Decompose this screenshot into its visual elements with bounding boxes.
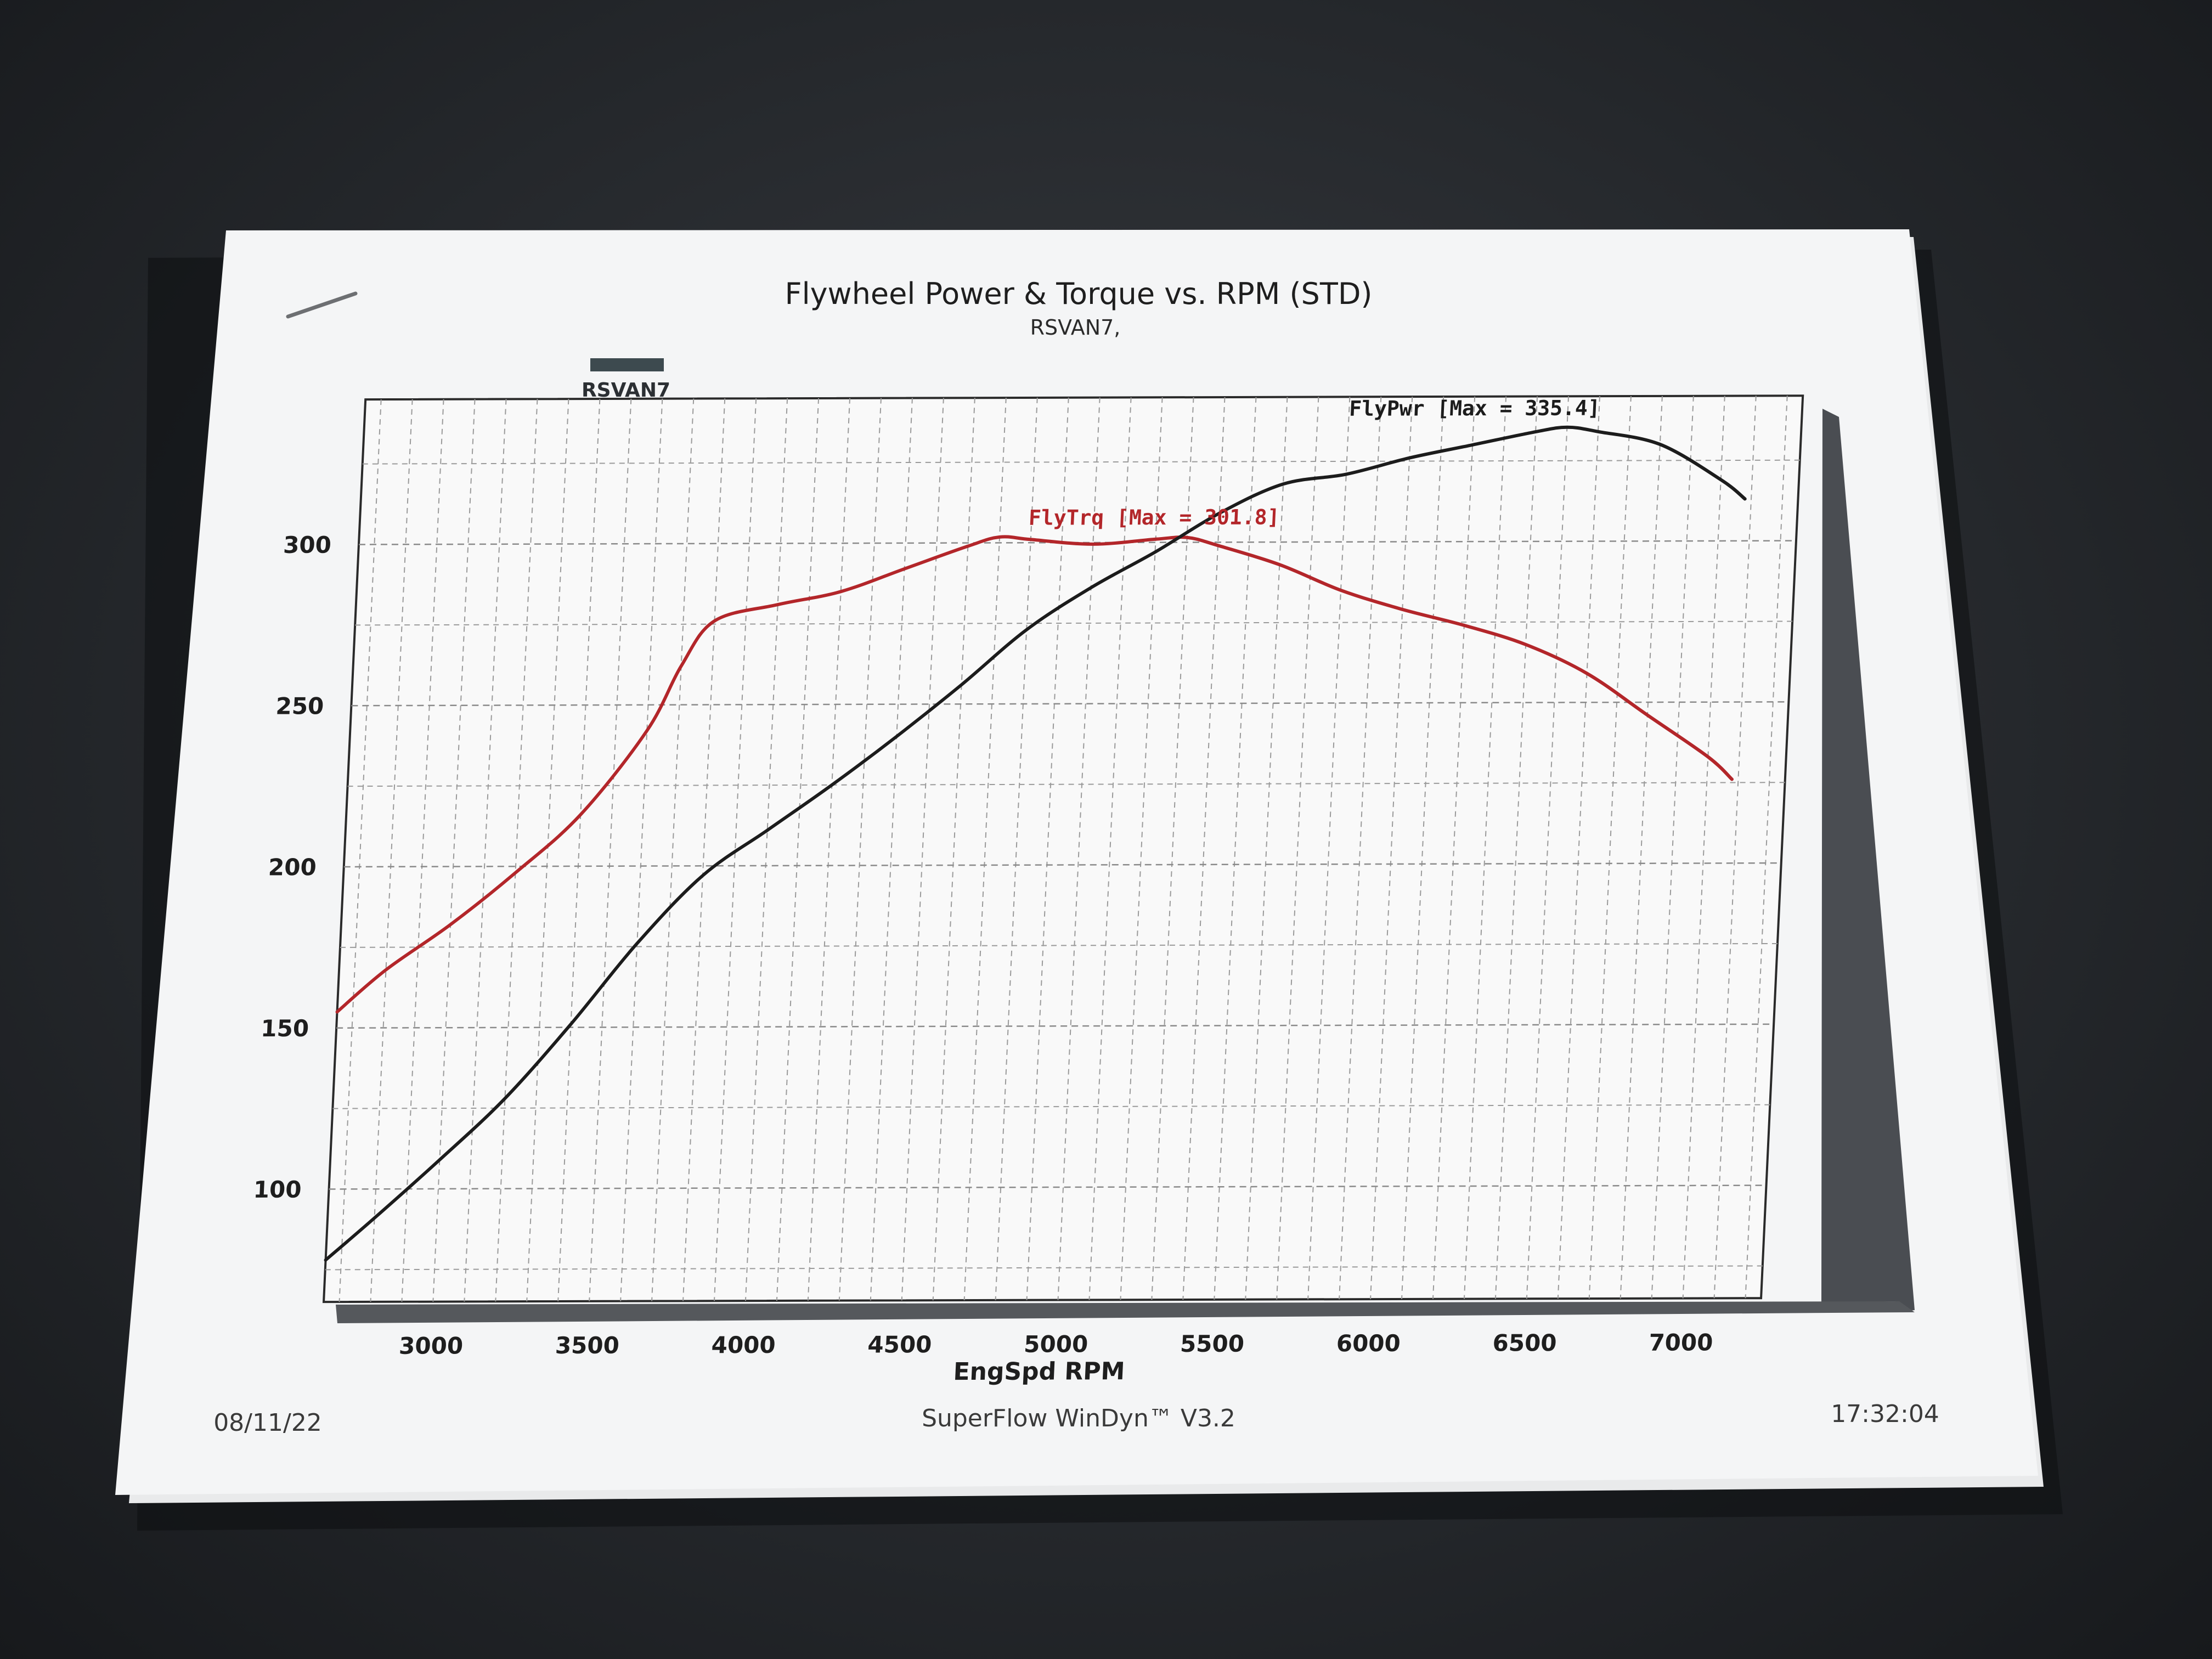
grid-line-vertical [776, 398, 820, 1301]
grid-line-vertical [651, 398, 695, 1301]
grid-line-vertical [963, 398, 1007, 1301]
x-tick-label: 6000 [1336, 1330, 1401, 1357]
pen-mark [286, 291, 358, 319]
grid-line-vertical [1214, 397, 1257, 1300]
grid-line-vertical [338, 399, 382, 1302]
grid-line-vertical [1463, 396, 1507, 1299]
grid-line-vertical [1588, 396, 1632, 1299]
x-tick-label: 5500 [1180, 1330, 1245, 1357]
grid-line-vertical [1370, 397, 1413, 1300]
grid-line-horizontal [336, 1023, 1774, 1029]
footer-software: SuperFlow WinDyn™ V3.2 [922, 1404, 1235, 1432]
grid-line-vertical [1026, 397, 1069, 1300]
grid-line-vertical [620, 398, 663, 1301]
grid-line-vertical [744, 398, 788, 1301]
grid-line-vertical [838, 398, 882, 1301]
chart-subtitle: RSVAN7, [1030, 315, 1121, 340]
grid-line-horizontal [340, 943, 1778, 948]
grid-line-vertical [901, 398, 944, 1301]
y-tick-label: 200 [268, 854, 317, 881]
grid-line-horizontal [332, 1104, 1770, 1109]
grid-line-vertical [1088, 397, 1132, 1300]
y-axis-ticks: 100 150 200 250 300 [253, 532, 332, 1203]
grid-line-horizontal [329, 1184, 1767, 1190]
grid-line-horizontal [362, 459, 1800, 465]
grid-line-vertical [1682, 396, 1725, 1299]
grid-line-vertical [557, 399, 601, 1302]
grid-line-vertical [1057, 397, 1101, 1300]
grid-line-vertical [1120, 397, 1163, 1300]
grid-line-vertical [1245, 397, 1288, 1300]
grid-line-vertical [526, 399, 569, 1302]
grid-line-vertical [1339, 397, 1382, 1300]
grid-line-vertical [995, 397, 1038, 1300]
plot-frame-shadow-bottom [336, 1301, 1915, 1323]
grid-line-vertical [1151, 397, 1194, 1300]
plot-grid [325, 396, 1800, 1302]
y-tick-label: 300 [283, 532, 332, 558]
legend-swatch [590, 358, 664, 371]
grid-line-vertical [1713, 396, 1757, 1299]
grid-line-vertical [1745, 396, 1788, 1299]
plot-area: FlyTrq [Max = 301.8] FlyPwr [Max = 335.4]… [253, 394, 1804, 1386]
grid-line-vertical [1494, 396, 1538, 1299]
grid-line-vertical [682, 398, 726, 1301]
grid-line-vertical [932, 398, 975, 1301]
grid-line-vertical [1276, 397, 1319, 1300]
torque-max-annotation: FlyTrq [Max = 301.8] [1028, 505, 1280, 530]
grid-line-horizontal [351, 701, 1789, 707]
x-axis-label: EngSpd RPM [952, 1357, 1125, 1386]
x-tick-label: 4000 [711, 1331, 776, 1358]
y-tick-label: 100 [253, 1176, 302, 1203]
y-tick-label: 250 [275, 692, 325, 719]
grid-line-horizontal [343, 862, 1781, 868]
grid-line-vertical [432, 399, 476, 1302]
grid-line-vertical [589, 398, 632, 1301]
grid-line-vertical [870, 398, 913, 1301]
grid-line-vertical [464, 399, 507, 1302]
grid-line-horizontal [325, 1265, 1763, 1271]
torque-series-line [335, 535, 1734, 1014]
power-max-annotation: FlyPwr [Max = 335.4] [1348, 396, 1601, 421]
grid-line-vertical [1620, 396, 1663, 1299]
grid-line-vertical [401, 399, 444, 1302]
footer-time: 17:32:04 [1831, 1400, 1939, 1428]
grid-line-vertical [1651, 396, 1694, 1299]
grid-line-horizontal [347, 782, 1785, 787]
x-tick-label: 6500 [1492, 1329, 1558, 1356]
grid-line-vertical [370, 399, 413, 1302]
power-series-line [324, 425, 1747, 1262]
plot-series [324, 425, 1747, 1262]
plot-annotations: FlyTrq [Max = 301.8] FlyPwr [Max = 335.4] [1028, 396, 1601, 530]
x-tick-label: 7000 [1648, 1329, 1713, 1356]
plot-frame-shadow [1821, 409, 1915, 1312]
grid-line-vertical [807, 398, 851, 1301]
grid-line-vertical [495, 399, 538, 1302]
footer-date: 08/11/22 [213, 1409, 322, 1437]
chart-title: Flywheel Power & Torque vs. RPM (STD) [785, 276, 1373, 311]
grid-line-vertical [1182, 397, 1226, 1300]
grid-line-vertical [1557, 396, 1600, 1299]
x-tick-label: 4500 [867, 1331, 932, 1358]
x-tick-label: 3500 [555, 1332, 620, 1359]
grid-line-vertical [1307, 397, 1351, 1300]
grid-line-vertical [1526, 396, 1570, 1299]
x-tick-label: 5000 [1023, 1330, 1088, 1357]
grid-line-horizontal [355, 620, 1793, 626]
grid-line-vertical [1432, 396, 1476, 1299]
y-tick-label: 150 [260, 1015, 309, 1042]
x-tick-label: 3000 [398, 1332, 464, 1359]
x-axis-ticks: 3000 3500 4000 4500 5000 5500 6000 6500 7000 [398, 1329, 1713, 1359]
grid-line-vertical [713, 398, 757, 1301]
grid-line-vertical [1401, 396, 1444, 1299]
